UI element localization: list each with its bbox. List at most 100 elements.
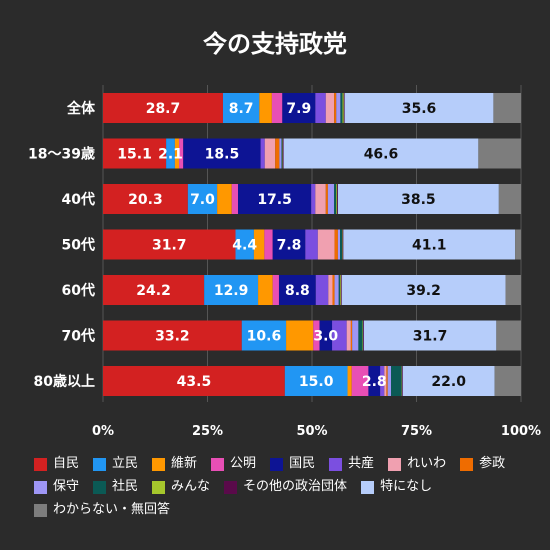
bar-segment xyxy=(264,229,273,260)
legend-item: 特になし xyxy=(361,478,432,496)
category-label: 18～39歳 xyxy=(28,146,95,163)
bar-segment xyxy=(103,229,236,260)
legend-item: 公明 xyxy=(211,455,256,473)
data-label: 35.6 xyxy=(402,101,437,117)
bar-segment xyxy=(384,366,387,396)
legend-swatch xyxy=(34,480,47,494)
legend-item: みんな xyxy=(152,478,210,496)
bar-segment xyxy=(336,93,341,123)
bar-segment xyxy=(103,275,205,305)
data-label: 22.0 xyxy=(431,374,466,390)
bar-segment xyxy=(283,138,479,169)
bar-segment xyxy=(103,366,285,396)
bar-segment xyxy=(264,138,276,169)
data-label: 41.1 xyxy=(412,238,447,254)
data-label: 10.6 xyxy=(247,329,282,345)
bar-segment xyxy=(496,320,521,351)
legend-item: わからない・無回答 xyxy=(34,501,170,519)
bar-segment xyxy=(337,184,338,214)
bar-segment xyxy=(315,93,326,123)
bar-segment xyxy=(351,366,369,396)
bar-segment xyxy=(347,366,352,396)
bar-segment xyxy=(352,320,359,351)
bar-segment xyxy=(272,229,306,260)
bar-segment xyxy=(342,93,344,123)
bar-segment xyxy=(368,366,381,396)
bar-segment xyxy=(279,138,282,169)
legend-item: 保守 xyxy=(34,478,79,496)
data-label: 7.9 xyxy=(286,101,311,117)
bar-segment xyxy=(391,366,402,396)
bar-segment xyxy=(282,93,316,123)
legend-swatch xyxy=(388,457,402,471)
bar-segment xyxy=(515,229,521,260)
bar-segment xyxy=(271,93,283,123)
bar-segment xyxy=(336,184,338,214)
bar-segment xyxy=(493,93,521,123)
data-label: 7.0 xyxy=(190,192,215,208)
bar-segment xyxy=(343,229,516,260)
bar-segment xyxy=(334,275,339,305)
category-label: 40代 xyxy=(62,191,95,208)
bar-segment xyxy=(327,184,335,214)
bar-segment xyxy=(498,184,521,214)
legend-item: 国民 xyxy=(270,455,315,473)
legend-label: その他の政治団体 xyxy=(243,479,348,494)
bar-segment xyxy=(204,275,259,305)
x-tick-label: 75% xyxy=(401,424,432,439)
bar-segment xyxy=(174,138,180,169)
bar-segment xyxy=(253,229,265,260)
bar-segment xyxy=(387,366,392,396)
bar-segment xyxy=(103,93,223,123)
bar-segment xyxy=(325,184,328,214)
bar-segment xyxy=(238,184,312,214)
data-label: 46.6 xyxy=(364,147,399,163)
data-label: 31.7 xyxy=(413,329,448,345)
legend-label: 立民 xyxy=(112,456,139,471)
bar-segment xyxy=(231,184,239,214)
legend-swatch xyxy=(329,457,343,471)
chart-title: 今の支持政党 xyxy=(203,30,347,58)
bar-segment xyxy=(334,184,337,214)
bar-segment xyxy=(338,275,341,305)
legend-swatch xyxy=(460,457,474,471)
bar-segment xyxy=(478,138,521,169)
bar-segment xyxy=(187,184,218,214)
x-tick-label: 50% xyxy=(296,424,327,439)
bar-segment xyxy=(315,184,326,214)
legend-label: 自民 xyxy=(53,456,80,471)
chart-legend: 自民 立民 維新 公明 国民 共産 れいわ 参政 保守 社民 みんな その他の政治団体 特になし わからな… xyxy=(34,455,534,519)
bar-segment xyxy=(342,229,344,260)
category-label: 80歳以上 xyxy=(34,373,95,390)
bar-segment xyxy=(179,138,184,169)
bar-segment xyxy=(183,138,261,169)
bar-segment xyxy=(362,320,364,351)
bar-segment xyxy=(332,320,347,351)
bar-segment xyxy=(286,320,314,351)
bar-segment xyxy=(332,275,335,305)
data-label: 15.0 xyxy=(299,374,334,390)
legend-item: その他の政治団体 xyxy=(224,478,347,496)
legend-label: 維新 xyxy=(171,456,198,471)
bar-segment xyxy=(259,93,272,123)
legend-label: 特になし xyxy=(380,479,433,494)
bar-segment xyxy=(222,93,260,123)
bar-segment xyxy=(235,229,254,260)
data-label: 2.8 xyxy=(362,374,387,390)
data-label: 15.1 xyxy=(117,147,152,163)
legend-label: 社民 xyxy=(112,479,139,494)
category-label: 全体 xyxy=(66,100,96,117)
bar-segment xyxy=(358,320,363,351)
bar-segment xyxy=(241,320,287,351)
category-label: 50代 xyxy=(62,237,95,254)
bar-segment xyxy=(317,229,335,260)
legend-swatch xyxy=(361,480,375,494)
legend-label: 保守 xyxy=(53,479,80,494)
bar-segment xyxy=(260,138,265,169)
bar-segment xyxy=(103,184,188,214)
bar-segment xyxy=(328,275,333,305)
bar-segment xyxy=(402,366,495,396)
legend-item: 共産 xyxy=(329,455,374,473)
legend-item: れいわ xyxy=(388,455,446,473)
